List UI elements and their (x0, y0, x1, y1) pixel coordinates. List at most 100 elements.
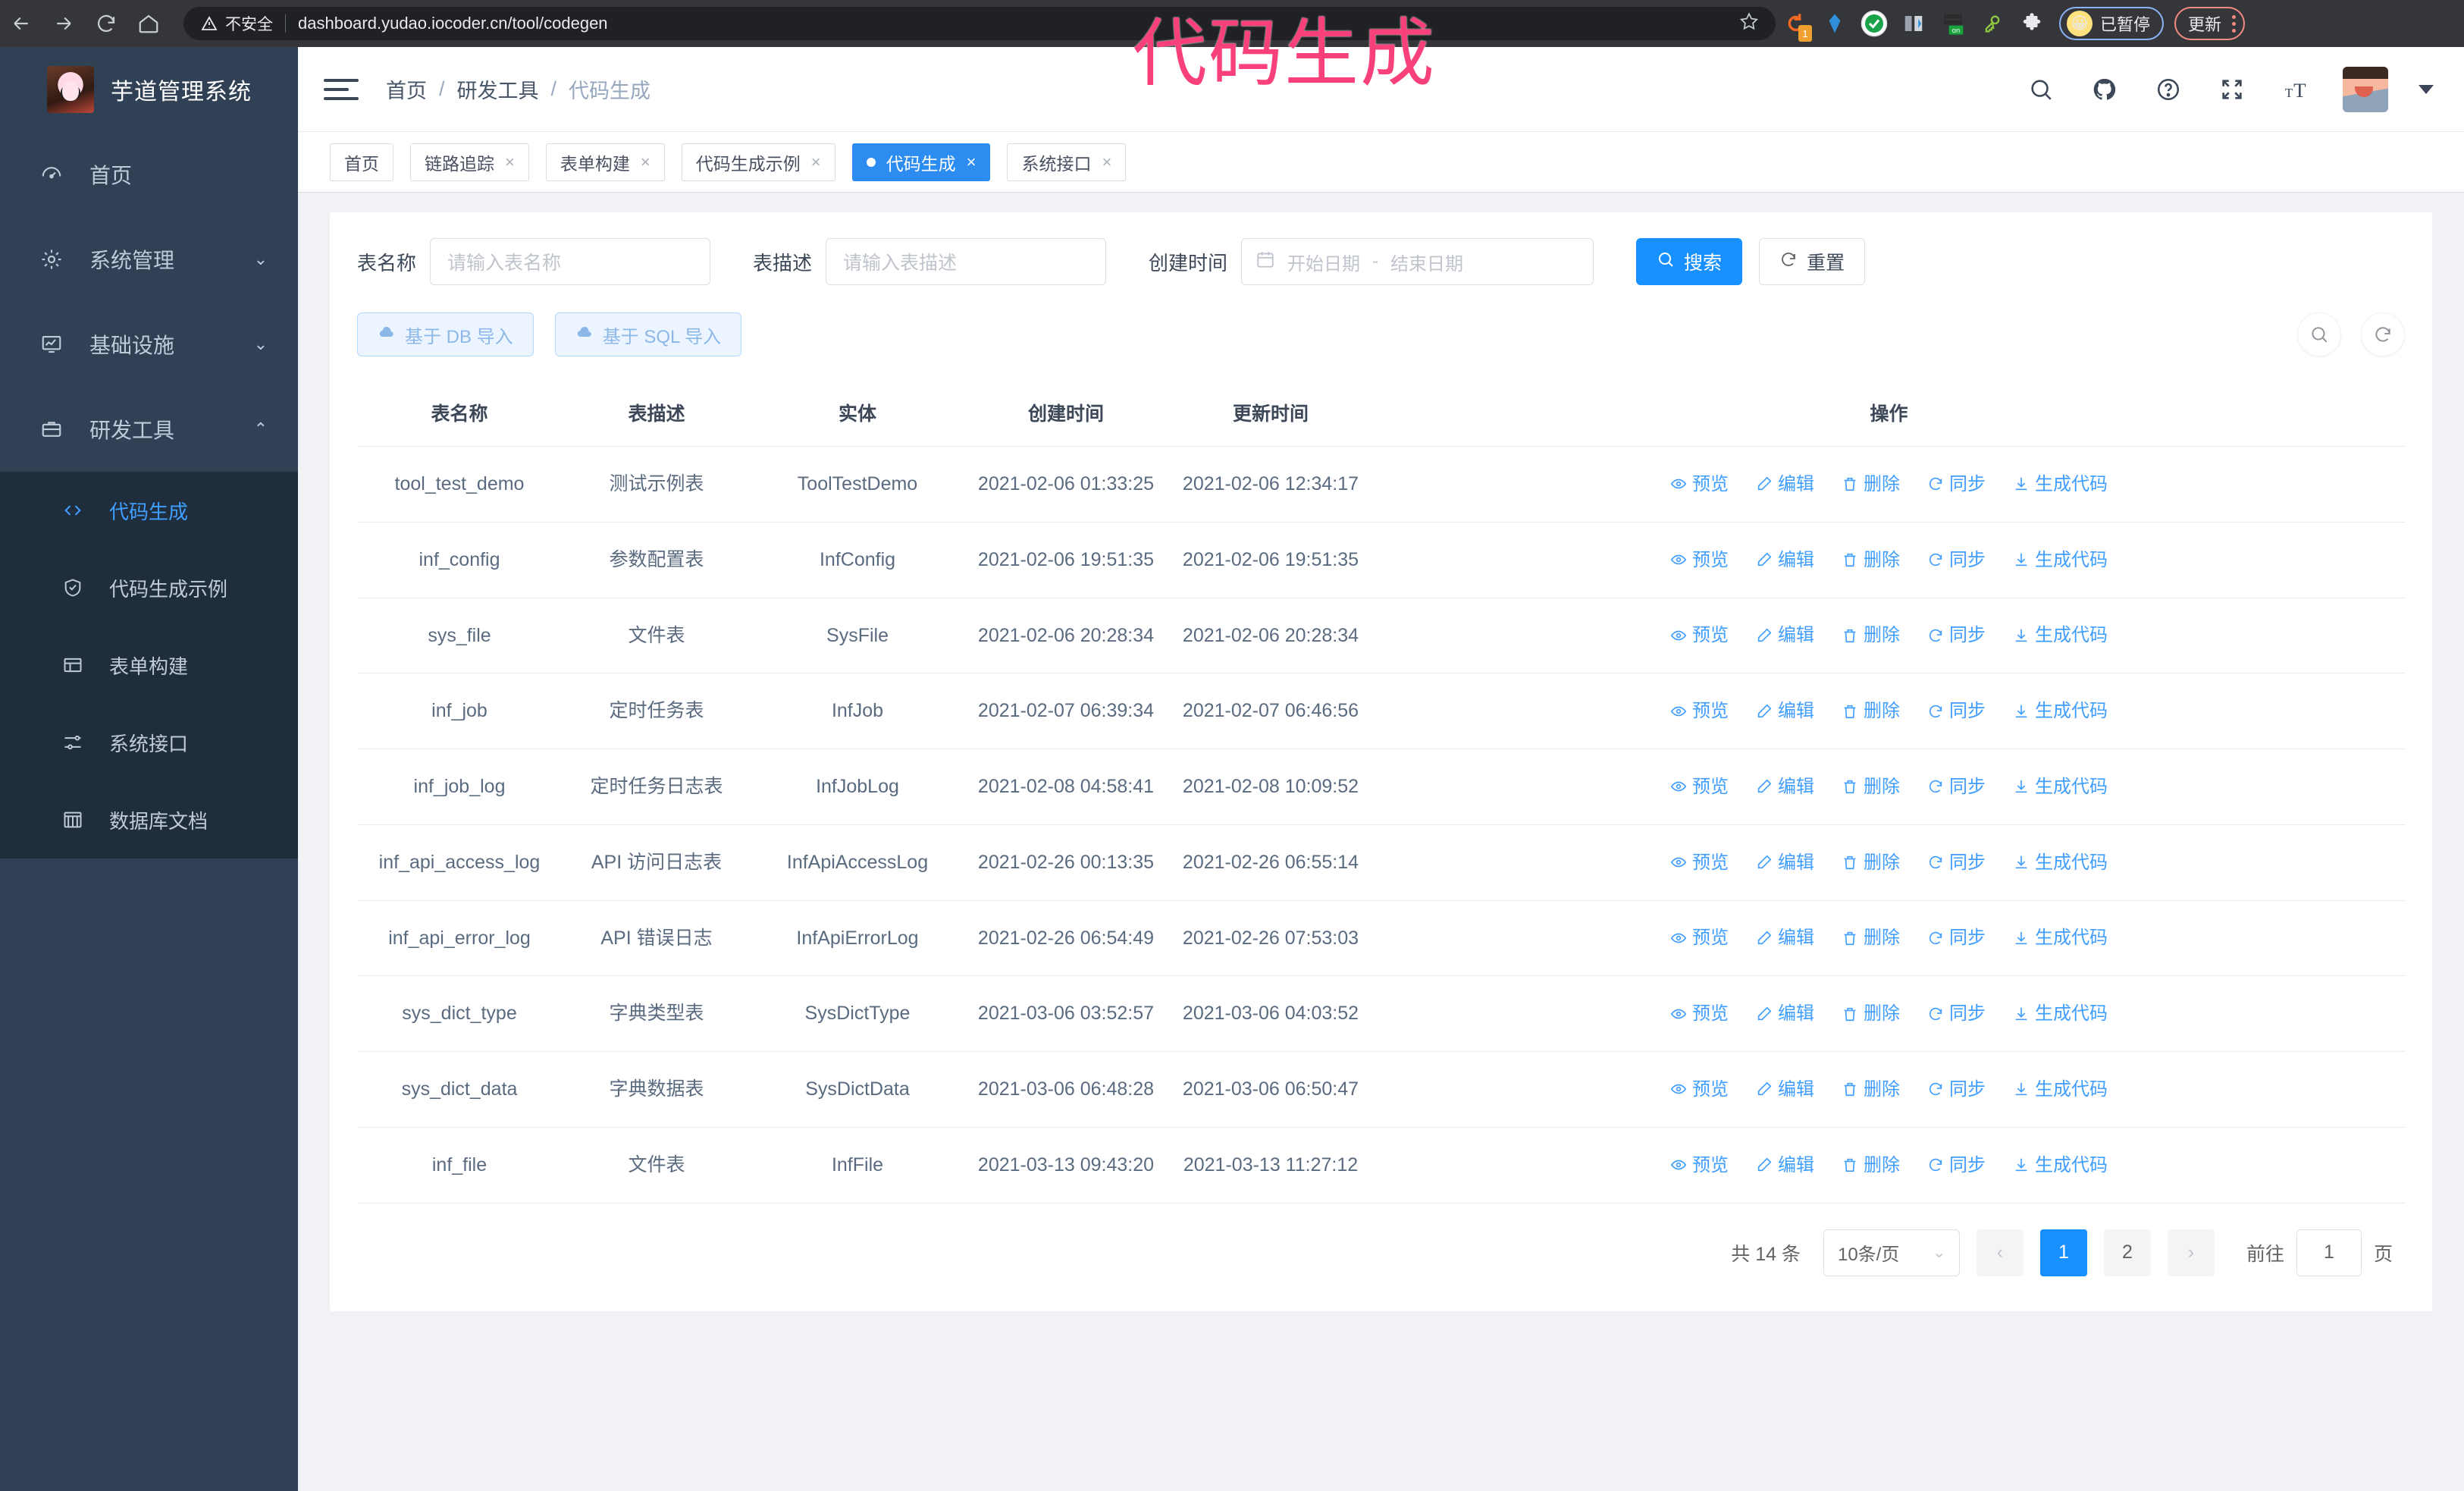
orange-loop-icon[interactable]: 1 (1776, 4, 1815, 43)
action-删除[interactable]: 删除 (1842, 546, 1900, 574)
action-预览[interactable]: 预览 (1670, 924, 1729, 952)
brand[interactable]: 芋道管理系统 (0, 47, 298, 132)
table-desc-input[interactable]: 请输入表描述 (826, 238, 1107, 285)
breadcrumb-item-home[interactable]: 首页 (386, 80, 427, 102)
action-删除[interactable]: 删除 (1842, 1151, 1900, 1179)
sidebar-item-system-api[interactable]: 系统接口 (0, 704, 298, 781)
close-icon[interactable]: × (1102, 152, 1112, 171)
action-生成代码[interactable]: 生成代码 (2013, 1000, 2108, 1028)
pagination-prev-button[interactable]: ‹ (1976, 1229, 2024, 1276)
action-删除[interactable]: 删除 (1842, 849, 1900, 877)
page-size-select[interactable]: 10条/页 ⌄ (1823, 1229, 1960, 1276)
tab-home[interactable]: 首页 (330, 143, 393, 181)
tab-system-api[interactable]: 系统接口 × (1007, 143, 1127, 181)
pagination-page-1[interactable]: 1 (2039, 1229, 2087, 1276)
sidebar-item-dev-tools[interactable]: 研发工具 ⌃ (0, 387, 298, 472)
action-同步[interactable]: 同步 (1927, 924, 1986, 952)
home-icon[interactable] (127, 2, 170, 45)
close-icon[interactable]: × (505, 152, 515, 171)
profile-pill[interactable]: 😀 已暂停 (2059, 7, 2165, 40)
avatar[interactable] (2343, 66, 2388, 112)
action-删除[interactable]: 删除 (1842, 1075, 1900, 1103)
action-同步[interactable]: 同步 (1927, 1151, 1986, 1179)
action-同步[interactable]: 同步 (1927, 621, 1986, 649)
hamburger-menu-icon[interactable] (324, 72, 359, 107)
bookmark-star-icon[interactable] (1724, 11, 1759, 36)
action-预览[interactable]: 预览 (1670, 1151, 1729, 1179)
url-text[interactable]: dashboard.yudao.iocoder.cn/tool/codegen (298, 14, 608, 33)
key-icon[interactable] (1973, 4, 2012, 43)
action-生成代码[interactable]: 生成代码 (2013, 621, 2108, 649)
puzzle-icon[interactable] (2012, 4, 2052, 43)
import-db-button[interactable]: 基于 DB 导入 (357, 312, 534, 356)
forward-arrow-icon[interactable] (42, 2, 85, 45)
action-同步[interactable]: 同步 (1927, 546, 1986, 574)
table-name-input[interactable]: 请输入表名称 (430, 238, 711, 285)
help-circle-icon[interactable] (2152, 73, 2185, 106)
action-同步[interactable]: 同步 (1927, 697, 1986, 725)
action-生成代码[interactable]: 生成代码 (2013, 1151, 2108, 1179)
blue-pin-icon[interactable] (1815, 4, 1854, 43)
action-编辑[interactable]: 编辑 (1756, 1000, 1814, 1028)
close-icon[interactable]: × (810, 152, 821, 171)
action-编辑[interactable]: 编辑 (1756, 849, 1814, 877)
chrome-menu-icon[interactable] (2232, 14, 2237, 33)
action-同步[interactable]: 同步 (1927, 1000, 1986, 1028)
action-预览[interactable]: 预览 (1670, 1075, 1729, 1103)
action-预览[interactable]: 预览 (1670, 849, 1729, 877)
action-生成代码[interactable]: 生成代码 (2013, 1075, 2108, 1103)
action-同步[interactable]: 同步 (1927, 773, 1986, 801)
action-编辑[interactable]: 编辑 (1756, 697, 1814, 725)
action-预览[interactable]: 预览 (1670, 697, 1729, 725)
update-pill[interactable]: 更新 (2174, 7, 2246, 40)
action-编辑[interactable]: 编辑 (1756, 621, 1814, 649)
sidebar-item-system-management[interactable]: 系统管理 ⌄ (0, 217, 298, 302)
action-生成代码[interactable]: 生成代码 (2013, 546, 2108, 574)
search-icon[interactable] (2024, 73, 2058, 106)
reload-icon[interactable] (85, 2, 127, 45)
action-编辑[interactable]: 编辑 (1756, 924, 1814, 952)
action-删除[interactable]: 删除 (1842, 621, 1900, 649)
action-删除[interactable]: 删除 (1842, 773, 1900, 801)
close-icon[interactable]: × (640, 152, 650, 171)
sidebar-item-home[interactable]: 首页 (0, 132, 298, 217)
action-生成代码[interactable]: 生成代码 (2013, 924, 2108, 952)
action-编辑[interactable]: 编辑 (1756, 470, 1814, 498)
close-icon[interactable]: × (966, 152, 977, 171)
on-toggle-icon[interactable]: on (1933, 4, 1973, 43)
action-删除[interactable]: 删除 (1842, 1000, 1900, 1028)
sidebar-item-form-builder[interactable]: 表单构建 (0, 626, 298, 704)
github-icon[interactable] (2088, 73, 2121, 106)
action-生成代码[interactable]: 生成代码 (2013, 697, 2108, 725)
action-同步[interactable]: 同步 (1927, 470, 1986, 498)
action-预览[interactable]: 预览 (1670, 773, 1729, 801)
fullscreen-icon[interactable] (2215, 73, 2249, 106)
pagination-next-button[interactable]: › (2167, 1229, 2215, 1276)
sidebar-item-db-doc[interactable]: 数据库文档 (0, 781, 298, 859)
jump-page-input[interactable]: 1 (2296, 1229, 2362, 1276)
sidebar-item-infrastructure[interactable]: 基础设施 ⌄ (0, 302, 298, 387)
action-预览[interactable]: 预览 (1670, 1000, 1729, 1028)
action-删除[interactable]: 删除 (1842, 697, 1900, 725)
pagination-page-2[interactable]: 2 (2103, 1229, 2151, 1276)
action-生成代码[interactable]: 生成代码 (2013, 773, 2108, 801)
reset-button[interactable]: 重置 (1759, 238, 1866, 285)
round-search-button[interactable] (2297, 312, 2341, 356)
breadcrumb-item-devtools[interactable]: 研发工具 (456, 80, 539, 102)
chevron-down-icon[interactable] (2419, 84, 2434, 94)
tab-form-builder[interactable]: 表单构建 × (545, 143, 665, 181)
action-生成代码[interactable]: 生成代码 (2013, 470, 2108, 498)
sidebar-item-codegen-example[interactable]: 代码生成示例 (0, 549, 298, 626)
action-编辑[interactable]: 编辑 (1756, 1075, 1814, 1103)
import-sql-button[interactable]: 基于 SQL 导入 (554, 312, 742, 356)
date-range-picker[interactable]: 开始日期 - 结束日期 (1241, 238, 1594, 285)
action-删除[interactable]: 删除 (1842, 470, 1900, 498)
back-arrow-icon[interactable] (0, 2, 42, 45)
action-编辑[interactable]: 编辑 (1756, 773, 1814, 801)
tab-codegen[interactable]: 代码生成 × (851, 143, 991, 181)
sidebar-item-codegen[interactable]: 代码生成 (0, 472, 298, 549)
action-同步[interactable]: 同步 (1927, 1075, 1986, 1103)
action-预览[interactable]: 预览 (1670, 546, 1729, 574)
action-编辑[interactable]: 编辑 (1756, 1151, 1814, 1179)
